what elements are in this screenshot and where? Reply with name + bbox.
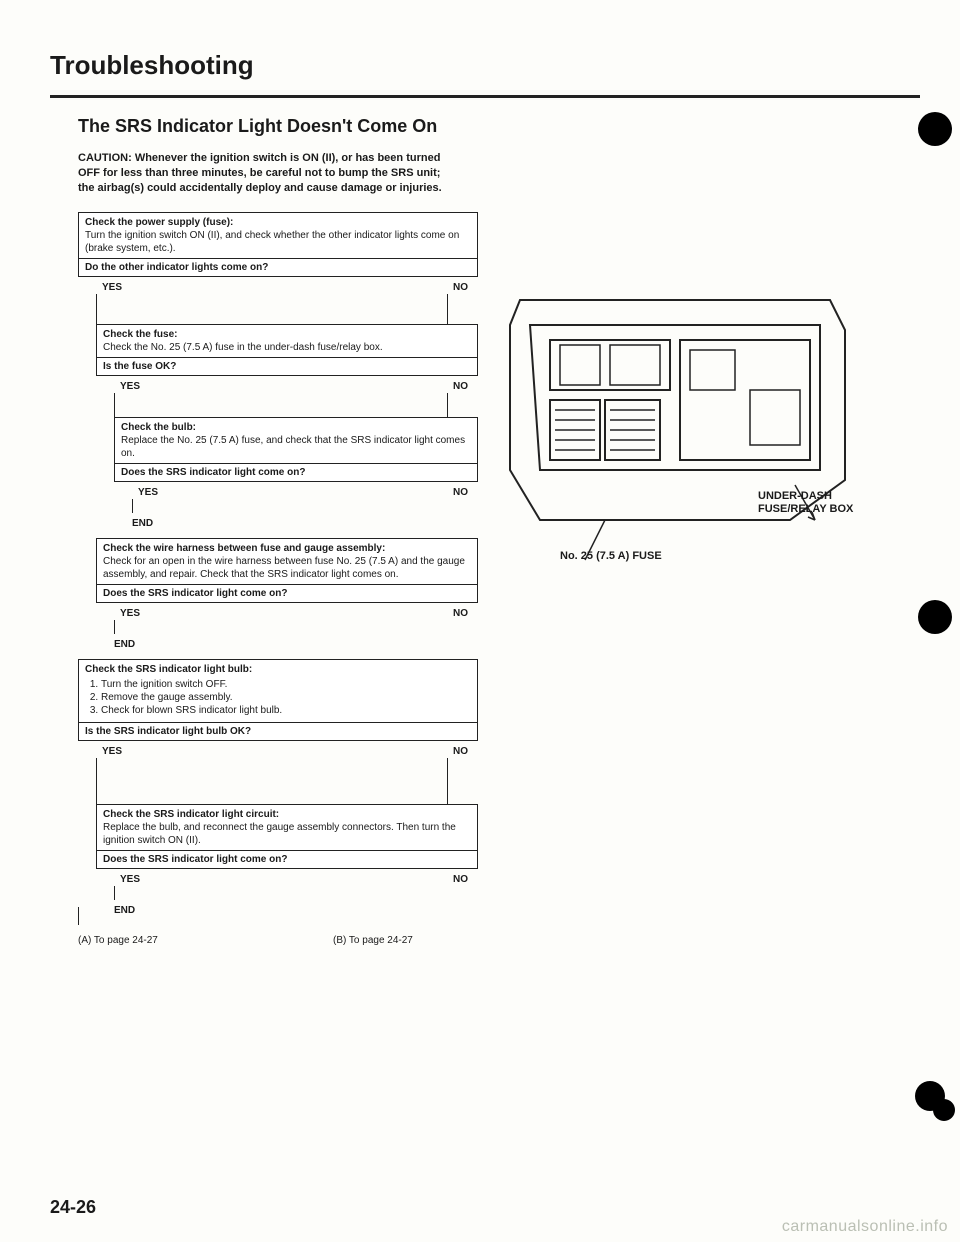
step-4-body: Check for an open in the wire harness be… (103, 556, 465, 580)
yes-label: YES (120, 380, 140, 393)
no-label: NO (453, 873, 468, 886)
step-3-heading: Check the bulb: (121, 422, 196, 433)
yn-row-5: YES NO (78, 741, 478, 758)
no-label: NO (453, 380, 468, 393)
no-label: NO (453, 745, 468, 758)
fuse-box-label: UNDER-DASHFUSE/RELAY BOX (758, 490, 853, 516)
caution-text: CAUTION: Whenever the ignition switch is… (78, 151, 448, 196)
yes-label: YES (102, 281, 122, 294)
yes-label: YES (138, 486, 158, 499)
no-label: NO (453, 281, 468, 294)
step-box-5: Check the SRS indicator light bulb: Turn… (78, 659, 478, 723)
end-label-1: END (132, 513, 478, 538)
step-box-3: Check the bulb: Replace the No. 25 (7.5 … (114, 417, 478, 464)
section-subtitle: The SRS Indicator Light Doesn't Come On (78, 116, 920, 137)
step-6-heading: Check the SRS indicator light circuit: (103, 809, 279, 820)
no-label: NO (453, 486, 468, 499)
watermark: carmanualsonline.info (782, 1218, 948, 1236)
ref-b: (B) To page 24-27 (223, 935, 478, 946)
page-number: 24-26 (50, 1197, 96, 1218)
yn-row-4: YES NO (96, 603, 478, 620)
question-4: Does the SRS indicator light come on? (96, 585, 478, 603)
question-2: Is the fuse OK? (96, 358, 478, 376)
step-1-heading: Check the power supply (fuse): (85, 217, 233, 228)
yn-row-3: YES NO (114, 482, 478, 499)
step-box-6: Check the SRS indicator light circuit: R… (96, 804, 478, 851)
question-5: Is the SRS indicator light bulb OK? (78, 723, 478, 741)
step-5-heading: Check the SRS indicator light bulb: (85, 664, 252, 675)
fuse-box-illustration (490, 270, 860, 590)
step-4-heading: Check the wire harness between fuse and … (103, 543, 385, 554)
step-6-body: Replace the bulb, and reconnect the gaug… (103, 822, 456, 846)
tab-dot-icon (918, 112, 952, 146)
ref-a: (A) To page 24-27 (78, 935, 223, 946)
end-label-2: END (114, 634, 478, 659)
step-2-body: Check the No. 25 (7.5 A) fuse in the und… (103, 342, 383, 353)
yes-label: YES (120, 873, 140, 886)
yes-label: YES (120, 607, 140, 620)
step-5-item-1: Turn the ignition switch OFF. (101, 678, 471, 691)
fuse-label: No. 25 (7.5 A) FUSE (560, 550, 662, 562)
question-6: Does the SRS indicator light come on? (96, 851, 478, 869)
tab-dot-icon (914, 1080, 956, 1127)
step-5-item-3: Check for blown SRS indicator light bulb… (101, 704, 471, 717)
yes-label: YES (102, 745, 122, 758)
step-5-item-2: Remove the gauge assembly. (101, 691, 471, 704)
no-label: NO (453, 607, 468, 620)
step-box-1: Check the power supply (fuse): Turn the … (78, 212, 478, 259)
page-title: Troubleshooting (50, 50, 920, 81)
title-rule (50, 95, 920, 98)
question-1: Do the other indicator lights come on? (78, 259, 478, 277)
step-box-2: Check the fuse: Check the No. 25 (7.5 A)… (96, 324, 478, 358)
flowchart: Check the power supply (fuse): Turn the … (78, 212, 478, 925)
tab-dot-icon (918, 600, 952, 634)
question-3: Does the SRS indicator light come on? (114, 464, 478, 482)
footer-refs: (A) To page 24-27 (B) To page 24-27 (78, 935, 478, 946)
step-1-body: Turn the ignition switch ON (II), and ch… (85, 230, 459, 254)
step-box-4: Check the wire harness between fuse and … (96, 538, 478, 585)
step-2-heading: Check the fuse: (103, 329, 177, 340)
yn-row-6: YES NO (96, 869, 478, 886)
step-3-body: Replace the No. 25 (7.5 A) fuse, and che… (121, 435, 465, 459)
yn-row-2: YES NO (96, 376, 478, 393)
yn-row-1: YES NO (78, 277, 478, 294)
